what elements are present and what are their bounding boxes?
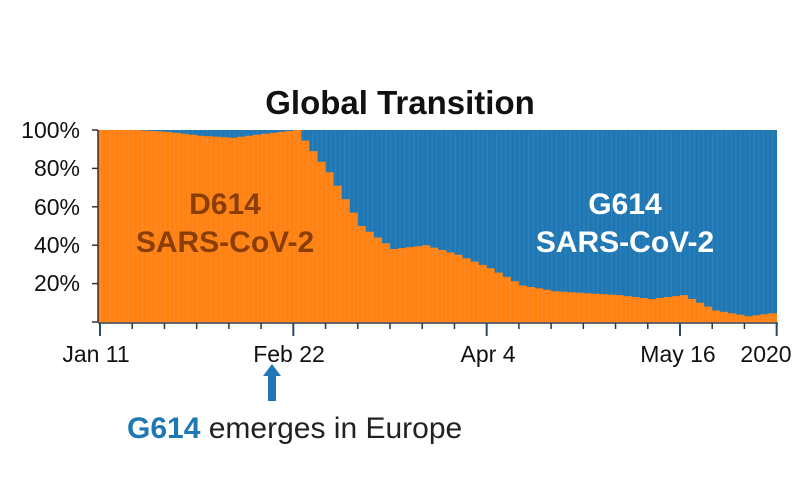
g614-region-label: G614 SARS-CoV-2 [515, 186, 735, 262]
chart-title: Global Transition [265, 84, 535, 121]
y-tick-label: 60% [33, 194, 80, 220]
annotation-text: emerges in Europe [200, 412, 463, 445]
y-ticks [92, 129, 98, 323]
d614-region-label: D614 SARS-CoV-2 [120, 186, 330, 262]
y-tick-label: 80% [33, 155, 80, 181]
d614-area [98, 130, 777, 322]
x-ticks [99, 323, 778, 336]
x-tick-label: 2020 [740, 341, 792, 367]
annotation: G614 emerges in Europe [127, 412, 462, 446]
up-arrow-icon [263, 364, 281, 401]
d614-label-line1: D614 [189, 188, 261, 221]
d614-label-line2: SARS-CoV-2 [135, 226, 315, 259]
x-tick-label: Feb 22 [253, 341, 325, 367]
g614-label-line2: SARS-CoV-2 [535, 226, 715, 259]
x-tick-label: Apr 4 [460, 341, 516, 367]
x-tick-label: Jan 11 [62, 341, 130, 367]
y-tick-label: 20% [33, 270, 80, 296]
weekly-bar-stripes [100, 130, 774, 322]
g614-label-line1: G614 [588, 188, 662, 221]
y-tick-label: 100% [21, 117, 80, 143]
annotation-highlight: G614 [127, 412, 201, 445]
x-tick-label: May 16 [640, 341, 716, 367]
y-tick-label: 40% [33, 232, 80, 258]
